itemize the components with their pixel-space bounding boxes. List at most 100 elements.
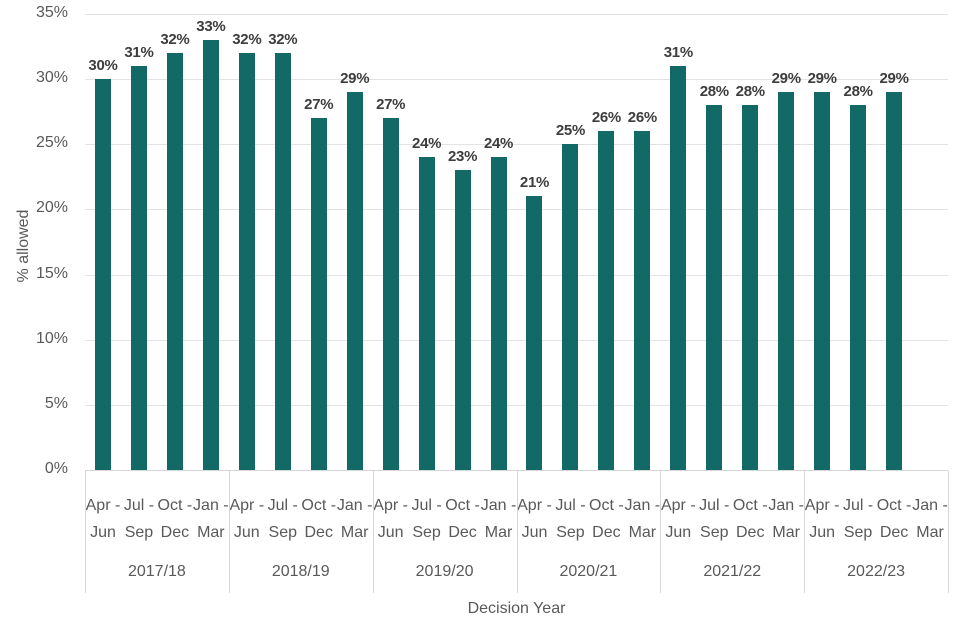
group-divider — [228, 471, 230, 593]
quarter-label: Oct - Dec — [295, 492, 343, 546]
gridline — [85, 209, 948, 211]
bar — [670, 66, 687, 470]
quarter-label-line2: Jun — [665, 524, 692, 541]
bar — [166, 53, 183, 470]
quarter-label-line1: Jan - — [480, 497, 517, 514]
quarter-label-line2: Mar — [916, 524, 944, 541]
bar-value-label: 29% — [771, 70, 801, 88]
bar-value-label: 31% — [124, 44, 154, 62]
gridline — [85, 144, 948, 146]
group-divider — [516, 471, 518, 593]
bar-value-label: 25% — [555, 122, 585, 140]
quarter-label: Jan - Mar — [475, 492, 523, 546]
group-divider — [804, 471, 806, 593]
bar — [562, 144, 579, 470]
quarter-label: Jan - Mar — [331, 492, 379, 546]
quarter-label: Jan - Mar — [618, 492, 666, 546]
gridline — [85, 274, 948, 276]
quarter-label: Jan - Mar — [762, 492, 810, 546]
gridline — [85, 14, 948, 15]
bar-value-label: 24% — [483, 135, 514, 153]
quarter-label: Jul - Sep — [546, 492, 594, 546]
y-tick-label: 10% — [35, 329, 68, 347]
quarter-label: Jul - Sep — [690, 492, 738, 546]
year-label: 2022/23 — [847, 563, 905, 580]
quarter-label-line2: Dec — [304, 524, 333, 541]
bar — [202, 40, 219, 470]
y-tick-label: 0% — [44, 460, 68, 477]
quarter-label-line1: Oct - — [301, 497, 337, 514]
bar — [778, 92, 795, 470]
bar — [742, 105, 759, 470]
bar-value-label: 33% — [196, 18, 226, 36]
quarter-label-line1: Jul - — [267, 497, 298, 514]
y-tick-label: 5% — [44, 394, 68, 412]
quarter-label-line2: Sep — [843, 524, 873, 541]
quarter-label: Jan - Mar — [187, 492, 235, 546]
quarter-label-line2: Dec — [592, 524, 621, 541]
quarter-label-line2: Dec — [735, 524, 765, 541]
quarter-label: Jul - Sep — [115, 492, 163, 546]
quarter-label: Apr - Jun — [367, 492, 415, 546]
quarter-label-line1: Jan - — [624, 497, 661, 514]
quarter-label: Apr - Jun — [510, 492, 558, 546]
quarter-label-line1: Oct - — [157, 497, 193, 514]
quarter-label-line1: Apr - — [660, 497, 696, 514]
bar-value-label: 28% — [699, 83, 729, 101]
gridline — [85, 404, 948, 406]
quarter-label-line2: Mar — [772, 524, 800, 541]
quarter-label-line1: Apr - — [804, 497, 840, 514]
quarter-label: Oct - Dec — [151, 492, 199, 546]
bar — [886, 92, 903, 470]
bar-value-label: 27% — [304, 96, 334, 114]
quarter-label: Apr - Jun — [223, 492, 271, 546]
year-label: 2017/18 — [127, 563, 186, 580]
quarter-label-line1: Oct - — [876, 497, 912, 514]
bar-value-label: 26% — [591, 109, 621, 127]
quarter-label-line2: Sep — [412, 524, 441, 541]
year-label: 2019/20 — [415, 563, 474, 580]
quarter-label: Apr - Jun — [654, 492, 702, 546]
quarter-label-line1: Apr - — [229, 497, 265, 514]
bar-value-label: 32% — [160, 31, 190, 49]
bar — [850, 105, 867, 470]
y-axis-title: % allowed — [15, 209, 32, 283]
bar-value-label: 21% — [519, 174, 550, 192]
bar — [814, 92, 831, 470]
quarter-label-line1: Oct - — [589, 497, 624, 514]
bar-value-label: 28% — [735, 83, 765, 101]
x-axis-title: Decision Year — [467, 600, 566, 617]
bar — [238, 53, 255, 470]
quarter-label-line1: Apr - — [373, 497, 408, 514]
bar-value-label: 29% — [807, 70, 837, 88]
quarter-label-line1: Jul - — [699, 497, 730, 514]
quarter-label-line1: Oct - — [732, 497, 768, 514]
quarter-label-line1: Jul - — [555, 497, 586, 514]
bar-value-label: 23% — [448, 148, 478, 166]
quarter-label-line1: Apr - — [517, 497, 552, 514]
bar-value-label: 27% — [376, 96, 406, 114]
quarter-label: Jan - Mar — [906, 492, 954, 546]
quarter-label: Jul - Sep — [834, 492, 882, 546]
bar — [382, 118, 399, 470]
quarter-label-line2: Dec — [160, 524, 190, 541]
quarter-label-line2: Dec — [879, 524, 909, 541]
quarter-label-line2: Jun — [233, 524, 260, 541]
quarter-label-line1: Jan - — [336, 497, 373, 514]
bar-value-label: 30% — [88, 57, 118, 75]
bar-value-label: 31% — [663, 44, 693, 62]
quarter-label-line2: Mar — [484, 524, 513, 541]
bar — [706, 105, 723, 470]
bar — [418, 157, 435, 470]
quarter-label-line2: Jun — [809, 524, 836, 541]
quarter-label-line1: Jul - — [842, 497, 874, 514]
bar — [526, 196, 543, 470]
year-label: 2018/19 — [271, 563, 330, 580]
bar-value-label: 29% — [340, 70, 370, 88]
quarter-label-line2: Mar — [628, 524, 657, 541]
bar — [94, 79, 111, 470]
group-divider — [660, 471, 662, 593]
group-divider — [85, 471, 86, 593]
quarter-label: Oct - Dec — [870, 492, 918, 546]
